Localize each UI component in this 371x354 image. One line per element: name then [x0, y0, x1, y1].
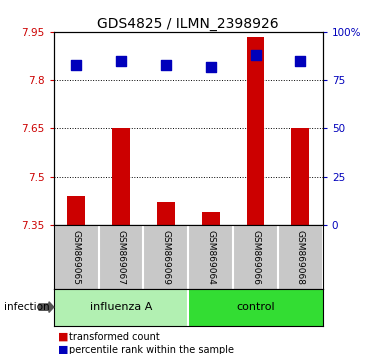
Point — [298, 58, 303, 64]
Text: control: control — [236, 302, 275, 312]
Bar — [157, 202, 175, 225]
Text: influenza A: influenza A — [90, 302, 152, 312]
Bar — [188, 289, 323, 326]
Text: GSM869069: GSM869069 — [161, 230, 170, 285]
Text: percentile rank within the sample: percentile rank within the sample — [69, 345, 234, 354]
Text: GSM869066: GSM869066 — [251, 230, 260, 285]
Text: infection: infection — [4, 302, 49, 312]
Bar — [112, 128, 130, 225]
Text: GSM869067: GSM869067 — [116, 230, 125, 285]
Bar — [291, 128, 309, 225]
Point — [118, 58, 124, 64]
Text: GSM869064: GSM869064 — [206, 230, 215, 285]
Point — [253, 52, 259, 58]
Point — [208, 64, 214, 69]
Bar — [202, 212, 220, 225]
Text: ■: ■ — [58, 345, 68, 354]
Text: ■: ■ — [58, 332, 68, 342]
Point — [163, 62, 169, 68]
Point — [73, 62, 79, 68]
Text: transformed count: transformed count — [69, 332, 160, 342]
Title: GDS4825 / ILMN_2398926: GDS4825 / ILMN_2398926 — [98, 17, 279, 31]
Bar — [247, 37, 265, 225]
Text: GSM869068: GSM869068 — [296, 230, 305, 285]
Bar — [67, 196, 85, 225]
Text: GSM869065: GSM869065 — [72, 230, 81, 285]
Bar — [54, 289, 188, 326]
